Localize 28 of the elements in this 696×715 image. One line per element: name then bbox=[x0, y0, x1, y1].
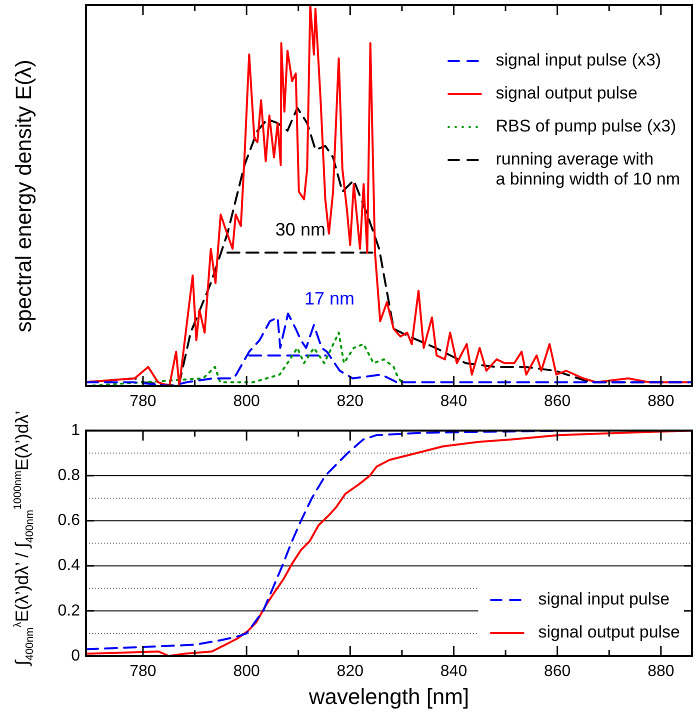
y-tick-label: 0.6 bbox=[58, 512, 80, 530]
legend-label: signal output pulse bbox=[496, 84, 638, 103]
legend-label: signal input pulse (x3) bbox=[496, 50, 662, 70]
y-tick-label: 0 bbox=[71, 647, 80, 664]
y-tick-label: 1 bbox=[71, 422, 80, 440]
x-tick-label: 820 bbox=[336, 663, 364, 680]
y-tick-label: 0.4 bbox=[58, 557, 80, 574]
annotation: 17 nm bbox=[304, 288, 354, 308]
x-tick-label: 780 bbox=[130, 663, 156, 680]
x-axis-title: wavelength [nm] bbox=[308, 684, 470, 709]
y-axis-title: spectral energy density E(λ) bbox=[11, 59, 37, 332]
y-tick-label: 0.2 bbox=[58, 602, 80, 620]
annotation: 30 nm bbox=[275, 220, 326, 240]
y-tick-label: 0.8 bbox=[58, 467, 80, 484]
legend-label: signal output pulse bbox=[538, 622, 680, 642]
legend-label: RBS of pump pulse (x3) bbox=[496, 116, 676, 136]
x-tick-label: 860 bbox=[544, 393, 571, 410]
legend-label: signal input pulse bbox=[538, 590, 670, 609]
x-tick-label: 800 bbox=[233, 663, 260, 680]
x-tick-label: 880 bbox=[648, 393, 674, 410]
x-tick-label: 860 bbox=[544, 663, 571, 680]
x-tick-label: 800 bbox=[233, 393, 260, 410]
legend-label: running average with a binning width of 10 nm bbox=[496, 150, 680, 189]
x-tick-label: 880 bbox=[648, 663, 674, 680]
x-tick-label: 840 bbox=[440, 393, 468, 410]
x-tick-label: 780 bbox=[130, 393, 156, 410]
x-tick-label: 820 bbox=[336, 393, 364, 410]
x-tick-label: 840 bbox=[440, 663, 468, 680]
